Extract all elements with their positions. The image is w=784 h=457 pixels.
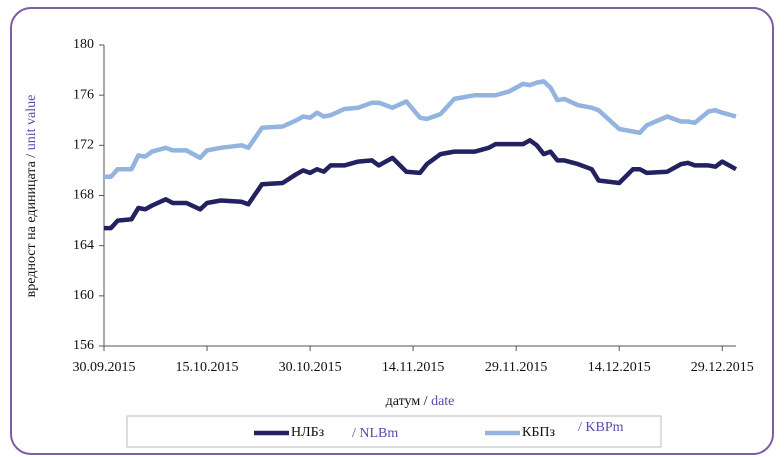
x-tick-label: 14.11.2015 (382, 360, 444, 375)
y-tick-label: 164 (73, 238, 94, 253)
series-line (104, 79, 737, 179)
y-axis-label: вредност на единицата / unit value (24, 95, 39, 298)
legend-label-en: / NLBm (352, 426, 398, 441)
y-label-en: unit value (24, 95, 39, 151)
x-axis-label: датум / date (386, 394, 455, 409)
legend-label: КБПз (522, 425, 555, 440)
x-tick-label: 30.10.2015 (279, 360, 342, 375)
y-label-bg: вредност на единицата / (24, 154, 39, 298)
y-tick-label: 168 (73, 188, 94, 203)
y-tick-label: 172 (73, 138, 94, 153)
y-tick-label: 160 (73, 288, 94, 303)
y-tick-label: 176 (73, 87, 94, 102)
x-label-bg: датум / (386, 394, 428, 409)
y-tick-label: 156 (73, 338, 94, 353)
x-tick-label: 14.12.2015 (588, 360, 651, 375)
legend-box (126, 415, 662, 448)
x-label-en: date (431, 394, 454, 409)
y-tick-label: 180 (73, 37, 94, 52)
x-tick-label: 30.09.2015 (73, 360, 136, 375)
x-tick-label: 15.10.2015 (176, 360, 239, 375)
legend-label-en: / KBPm (578, 420, 624, 435)
legend-label: НЛБз (291, 425, 325, 440)
series-line (104, 138, 738, 231)
x-tick-label: 29.11.2015 (485, 360, 547, 375)
frame (10, 7, 774, 455)
x-tick-label: 29.12.2015 (691, 360, 754, 375)
